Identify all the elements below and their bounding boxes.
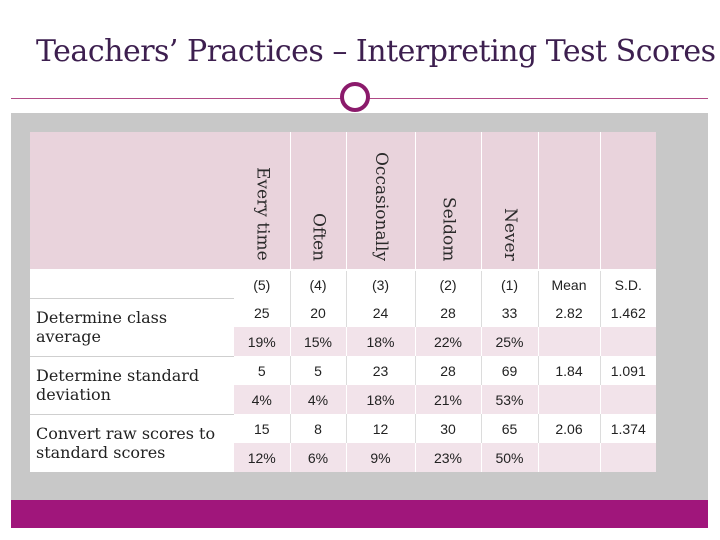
- column-header-label: Occasionally: [371, 151, 391, 261]
- table-row: 4% 4% 18% 21% 53%: [30, 385, 656, 414]
- percent-cell: 50%: [481, 443, 539, 472]
- count-cell: 23: [346, 356, 416, 385]
- count-cell: 28: [415, 298, 482, 327]
- count-cell: 33: [481, 298, 539, 327]
- column-header-label: Often: [308, 212, 329, 261]
- table-row: Determine standard deviation 5 5 23 28 6…: [30, 355, 656, 414]
- scale-cell: Mean: [538, 270, 601, 298]
- slide-title: Teachers’ Practices – Interpreting Test …: [36, 34, 716, 69]
- percent-cell: 22%: [415, 327, 482, 356]
- table-row: 12% 6% 9% 23% 50%: [30, 443, 656, 472]
- percent-cell: 9%: [346, 443, 416, 472]
- count-cell: 30: [415, 414, 482, 443]
- percent-cell: 12%: [234, 443, 291, 472]
- count-cell: 25: [234, 298, 291, 327]
- column-header-seldom: Seldom: [415, 132, 482, 271]
- percent-cell: 18%: [346, 327, 416, 356]
- count-cell: 5: [234, 356, 291, 385]
- scale-row: (5) (4) (3) (2) (1) Mean S.D.: [30, 270, 656, 298]
- ring-ornament-icon: [340, 82, 370, 112]
- count-cell: 8: [290, 414, 347, 443]
- table-row: 19% 15% 18% 22% 25%: [30, 327, 656, 356]
- percent-cell: [538, 443, 601, 472]
- scale-corner: [30, 270, 234, 298]
- count-cell: 65: [481, 414, 539, 443]
- scale-cell: S.D.: [600, 270, 656, 298]
- percent-cell: 4%: [290, 385, 347, 414]
- count-cell: 24: [346, 298, 416, 327]
- percent-cell: 23%: [415, 443, 482, 472]
- sd-cell: 1.374: [600, 414, 656, 443]
- row-label: Convert raw scores to standard scores: [30, 413, 234, 472]
- count-cell: 69: [481, 356, 539, 385]
- mean-cell: 2.06: [538, 414, 601, 443]
- results-table: Every time Often Occasionally Seldom Nev…: [30, 132, 656, 472]
- percent-cell: 18%: [346, 385, 416, 414]
- percent-cell: 4%: [234, 385, 291, 414]
- scale-cell: (3): [346, 270, 416, 298]
- column-header-often: Often: [290, 132, 347, 271]
- count-cell: 12: [346, 414, 416, 443]
- sd-cell: 1.462: [600, 298, 656, 327]
- mean-cell: 1.84: [538, 356, 601, 385]
- mean-cell: 2.82: [538, 298, 601, 327]
- row-label: Determine class average: [30, 297, 234, 356]
- scale-cell: (4): [290, 270, 347, 298]
- table-row: Determine class average 25 20 24 28 33 2…: [30, 297, 656, 356]
- percent-cell: 21%: [415, 385, 482, 414]
- column-header-sd: [600, 132, 656, 271]
- column-header-occasionally: Occasionally: [346, 132, 416, 271]
- scale-cell: (1): [481, 270, 539, 298]
- count-cell: 15: [234, 414, 291, 443]
- percent-cell: [538, 327, 601, 356]
- column-header-every-time: Every time: [234, 132, 291, 271]
- percent-cell: [600, 327, 656, 356]
- column-header-mean: [538, 132, 601, 271]
- percent-cell: [538, 385, 601, 414]
- column-header-label: Every time: [252, 167, 273, 261]
- scale-cell: (5): [234, 270, 291, 298]
- percent-cell: 25%: [481, 327, 539, 356]
- table-row: Convert raw scores to standard scores 15…: [30, 413, 656, 472]
- percent-cell: 6%: [290, 443, 347, 472]
- header-corner: [30, 132, 234, 271]
- count-cell: 28: [415, 356, 482, 385]
- column-header-label: Never: [500, 208, 520, 261]
- percent-cell: [600, 443, 656, 472]
- percent-cell: 19%: [234, 327, 291, 356]
- count-cell: 5: [290, 356, 347, 385]
- column-header-never: Never: [481, 132, 539, 271]
- footer-bar: [11, 500, 708, 528]
- count-cell: 20: [290, 298, 347, 327]
- column-header-label: Seldom: [438, 196, 459, 261]
- sd-cell: 1.091: [600, 356, 656, 385]
- row-label: Determine standard deviation: [30, 355, 234, 414]
- scale-cell: (2): [415, 270, 482, 298]
- percent-cell: 53%: [481, 385, 539, 414]
- percent-cell: [600, 385, 656, 414]
- percent-cell: 15%: [290, 327, 347, 356]
